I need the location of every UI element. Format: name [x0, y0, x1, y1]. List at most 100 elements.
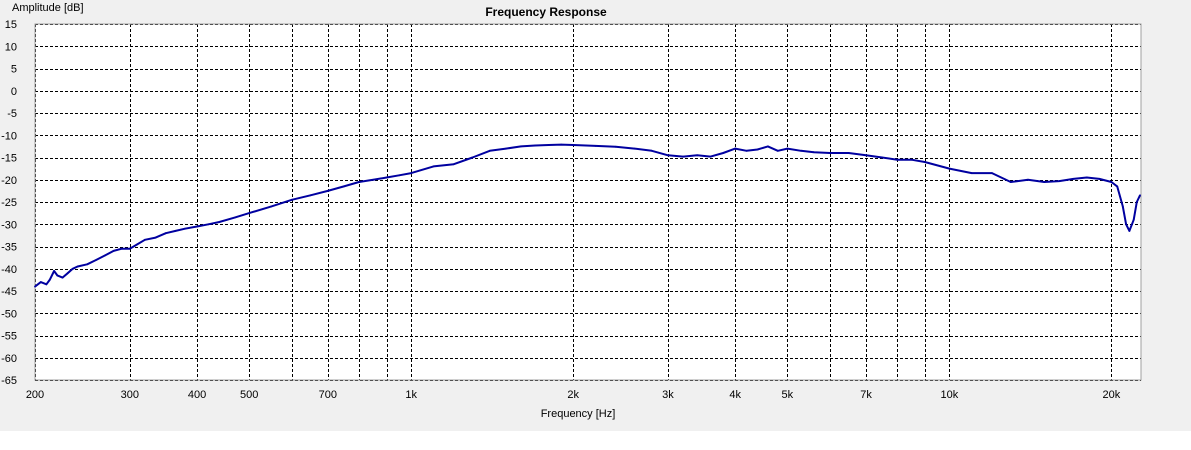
series-point: [847, 152, 850, 154]
series-point: [520, 145, 522, 148]
series-point: [184, 227, 186, 230]
series-point: [813, 151, 815, 154]
series-point: [248, 212, 251, 215]
series-point: [696, 154, 699, 157]
y-axis-label: Amplitude [dB]: [12, 2, 84, 14]
series-point: [991, 172, 993, 175]
series-point: [1110, 181, 1113, 183]
series-point: [452, 163, 455, 166]
series-point: [722, 152, 725, 154]
series-point: [410, 172, 413, 175]
x-tick-label: 2k: [567, 389, 579, 401]
x-tick-label: 700: [319, 389, 337, 401]
frequency-response-chart: 15 10 5 0 -5 -10 -15 -20 -25 -30 -35 -40 -45 -50 -55 -6…: [1, 2, 1142, 420]
series-layer: [34, 143, 1141, 288]
series-point: [1072, 178, 1075, 180]
series-point: [709, 155, 712, 158]
series-point: [682, 155, 684, 158]
series-point: [326, 190, 329, 192]
y-tick-label: -5: [7, 108, 17, 120]
series-point: [86, 263, 89, 266]
series-point: [358, 181, 360, 183]
y-tick-label: 15: [5, 19, 17, 31]
series-point: [1135, 201, 1138, 203]
series-point: [970, 172, 973, 175]
chart-panel: 15 10 5 0 -5 -10 -15 -20 -25 -30 -35 -40 -45 -50 -55 -6…: [0, 0, 1191, 431]
series-point: [633, 147, 636, 150]
series-point: [488, 149, 491, 152]
series-point: [534, 144, 537, 147]
series-point: [61, 276, 64, 279]
y-tick-label: -30: [1, 219, 17, 231]
series-point: [1085, 176, 1088, 179]
series-point: [756, 148, 759, 151]
y-tick-label: -15: [1, 153, 17, 165]
series-point: [910, 158, 913, 161]
x-tick-label: 200: [26, 389, 44, 401]
series-point: [1043, 181, 1046, 183]
series-point: [233, 216, 236, 219]
series-point: [112, 250, 115, 252]
y-tick-label: -25: [1, 197, 17, 209]
y-tick-label: -60: [1, 353, 17, 365]
series-point: [650, 149, 653, 152]
series-point: [1128, 230, 1131, 232]
series-point: [385, 176, 388, 179]
series-point: [290, 198, 293, 201]
y-tick-label: -65: [1, 375, 17, 387]
series-point: [560, 143, 563, 146]
series-point: [667, 154, 669, 157]
series-point: [207, 223, 210, 226]
series-point: [923, 161, 926, 163]
x-tick-label: 4k: [729, 389, 741, 401]
series-point: [1125, 223, 1127, 226]
series-point: [734, 147, 737, 150]
series-point: [164, 232, 167, 235]
x-tick-label: 20k: [1103, 389, 1121, 401]
series-point: [471, 156, 474, 159]
x-tick-label: 5k: [782, 389, 794, 401]
series-point: [776, 149, 779, 152]
series-point: [1121, 205, 1124, 208]
series-point: [881, 156, 883, 159]
x-axis-label: Frequency [Hz]: [541, 408, 616, 420]
series-point: [309, 194, 312, 197]
series-point: [1058, 180, 1061, 183]
series-point: [948, 167, 951, 170]
series-point: [45, 283, 48, 286]
series-point: [1116, 185, 1119, 188]
x-tick-label: 10k: [941, 389, 959, 401]
series-point: [144, 238, 146, 241]
series-point: [34, 285, 36, 288]
series-point: [136, 243, 139, 246]
series-point: [48, 279, 51, 281]
x-tick-label: 300: [121, 389, 139, 401]
series-point: [120, 247, 123, 250]
y-tick-label: -10: [1, 130, 17, 142]
series-point: [547, 144, 550, 146]
x-tick-label: 500: [240, 389, 258, 401]
series-point: [174, 230, 177, 232]
y-tick-label: 5: [11, 64, 17, 76]
x-tick-label: 3k: [662, 389, 674, 401]
y-tick-label: -40: [1, 264, 17, 276]
series-point: [218, 221, 221, 223]
series-point: [1009, 181, 1012, 183]
series-point: [53, 270, 55, 272]
series-point: [104, 254, 106, 257]
y-tick-label: -50: [1, 308, 17, 320]
series-point: [432, 165, 435, 168]
y-tick-labels: 15 10 5 0 -5 -10 -15 -20 -25 -30 -35 -40 -45 -50 -55 -6…: [1, 19, 17, 387]
series-point: [1139, 194, 1141, 197]
series-point: [786, 147, 789, 150]
y-tick-label: -20: [1, 175, 17, 187]
y-tick-label: -45: [1, 286, 17, 298]
series-point: [505, 147, 507, 150]
series-point: [745, 149, 748, 152]
x-tick-label: 400: [188, 389, 206, 401]
series-point: [95, 259, 98, 261]
series-point: [594, 145, 597, 147]
series-point: [270, 205, 273, 208]
series-point: [56, 274, 59, 277]
series-point: [76, 265, 79, 268]
